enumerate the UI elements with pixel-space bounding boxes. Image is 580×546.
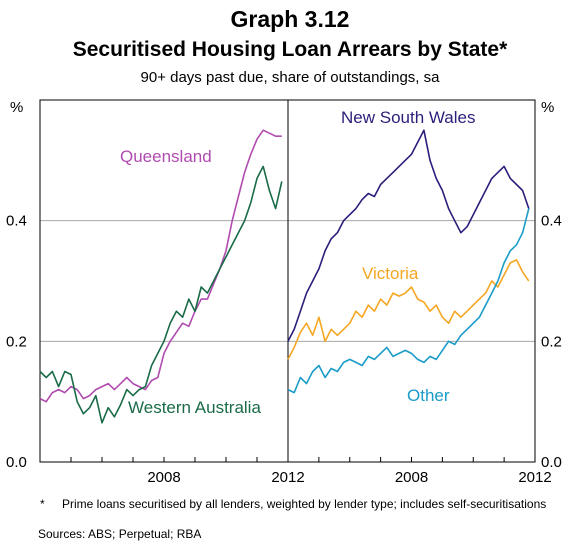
y-tick-label-right: 0.2	[541, 333, 562, 350]
y-unit-right: %	[541, 99, 554, 116]
series-label-new-south-wales: New South Wales	[341, 108, 475, 127]
x-tick-label: 2008	[395, 469, 428, 486]
chart-subtitle: 90+ days past due, share of outstandings…	[140, 69, 440, 86]
x-tick-label: 2008	[147, 469, 180, 486]
series-label-queensland: Queensland	[120, 147, 212, 166]
y-tick-label-left: 0.2	[6, 333, 27, 350]
x-tick-label: 2012	[518, 469, 551, 486]
series-label-victoria: Victoria	[362, 264, 419, 283]
footnote-marker: *	[40, 497, 45, 511]
y-unit-left: %	[10, 99, 23, 116]
x-tick-label: 2012	[271, 469, 304, 486]
series-label-other: Other	[407, 386, 450, 405]
series-line-new-south-wales	[287, 129, 530, 342]
series-line-victoria	[287, 259, 530, 360]
y-tick-label-right: 0.0	[541, 454, 562, 471]
footnote: Prime loans securitised by all lenders, …	[62, 497, 547, 511]
series-label-western-australia: Western Australia	[128, 398, 261, 417]
series-line-western-australia	[39, 165, 283, 424]
y-tick-label-right: 0.4	[541, 213, 562, 230]
sources: Sources: ABS; Perpetual; RBA	[38, 527, 202, 541]
series-line-queensland	[39, 129, 282, 403]
y-tick-label-left: 0.0	[6, 454, 27, 471]
y-tick-label-left: 0.4	[6, 213, 27, 230]
series-line-other	[287, 208, 530, 394]
graph-number: Graph 3.12	[230, 6, 350, 32]
chart-title: Securitised Housing Loan Arrears by Stat…	[72, 38, 508, 61]
